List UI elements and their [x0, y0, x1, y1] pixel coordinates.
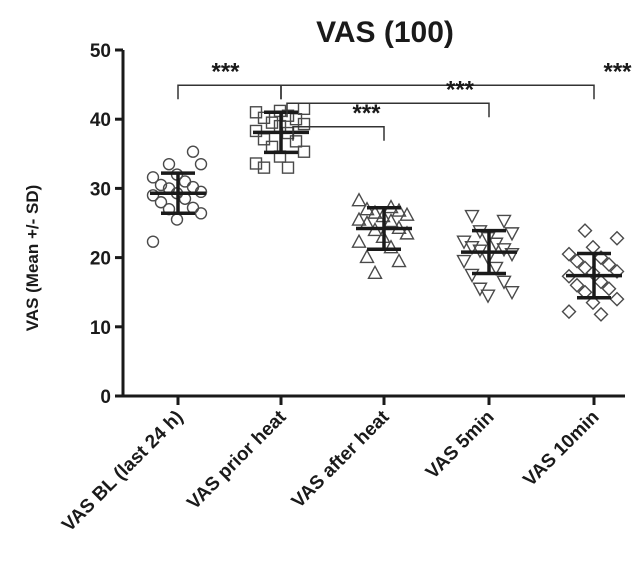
data-point: [351, 211, 367, 226]
y-axis-label: VAS (Mean +/- SD): [23, 185, 42, 332]
significance-bracket: [177, 84, 282, 100]
data-point: [609, 230, 625, 246]
data-point: [146, 189, 160, 202]
data-point: [593, 274, 609, 290]
data-point: [464, 241, 480, 256]
data-point: [146, 235, 160, 248]
data-point: [367, 264, 383, 280]
data-point: [504, 286, 520, 301]
x-tick-label: VAS BL (last 24 h): [58, 407, 187, 536]
data-point: [359, 248, 375, 264]
data-point: [561, 246, 577, 262]
significance-label: ***: [446, 76, 475, 103]
x-tick-label: VAS 10min: [519, 407, 603, 491]
x-tick-label: VAS 5min: [422, 407, 499, 484]
data-point: [577, 223, 593, 239]
data-point: [351, 233, 367, 248]
data-point: [488, 237, 504, 252]
y-tick-label: 40: [90, 110, 111, 131]
y-tick-label: 50: [90, 41, 111, 62]
data-point: [391, 253, 407, 268]
data-point: [186, 180, 200, 194]
data-point: [609, 263, 625, 279]
data-point: [297, 102, 311, 116]
data-point: [351, 192, 367, 207]
data-point: [456, 235, 472, 250]
data-point: [472, 282, 488, 297]
chart-title: VAS (100): [316, 16, 454, 49]
significance-bracket: [286, 102, 490, 118]
significance-label: ***: [211, 58, 240, 85]
data-point: [249, 106, 263, 119]
data-point: [186, 145, 200, 158]
data-point: [496, 275, 512, 290]
data-point: [496, 243, 512, 258]
data-point: [162, 157, 176, 171]
data-point: [170, 213, 184, 226]
significance-bracket: [280, 84, 595, 100]
data-point: [249, 157, 263, 170]
data-point: [601, 257, 617, 273]
plot-area: 0 10 20 30 40 50 VAS BL (last 24 h)VAS prior h…: [58, 41, 632, 536]
significance-label: ***: [352, 100, 381, 127]
y-tick-label: 20: [90, 249, 111, 270]
data-point: [464, 268, 480, 283]
data-point: [561, 304, 577, 320]
data-point: [496, 214, 512, 229]
data-point: [504, 227, 520, 242]
y-tick-label: 30: [90, 179, 111, 200]
data-point: [383, 212, 399, 228]
data-point: [146, 171, 160, 184]
data-point: [194, 157, 208, 171]
data-point: [585, 295, 601, 311]
data-point: [194, 207, 208, 220]
data-point: [609, 291, 625, 307]
data-point: [154, 178, 168, 192]
data-point: [480, 289, 496, 304]
data-point: [464, 209, 480, 225]
x-tick-label: VAS after heat: [288, 406, 394, 512]
data-point: [281, 161, 295, 174]
data-point: [257, 161, 271, 174]
x-tick-label: VAS prior heat: [183, 406, 291, 514]
data-point: [569, 253, 585, 269]
data-point: [383, 239, 399, 254]
data-point: [569, 277, 585, 293]
data-point: [257, 133, 271, 146]
data-point: [601, 281, 617, 297]
significance-label: ***: [603, 58, 632, 85]
data-point: [297, 145, 311, 158]
data-point: [593, 306, 609, 322]
data-point: [154, 196, 168, 209]
data-point: [504, 247, 520, 263]
significance-bracket: [292, 126, 385, 141]
data-point: [456, 254, 472, 270]
y-tick-label: 10: [90, 318, 111, 339]
data-point: [593, 250, 609, 266]
data-point: [289, 135, 303, 148]
data-point: [488, 261, 504, 276]
y-tick-label: 0: [100, 387, 111, 408]
